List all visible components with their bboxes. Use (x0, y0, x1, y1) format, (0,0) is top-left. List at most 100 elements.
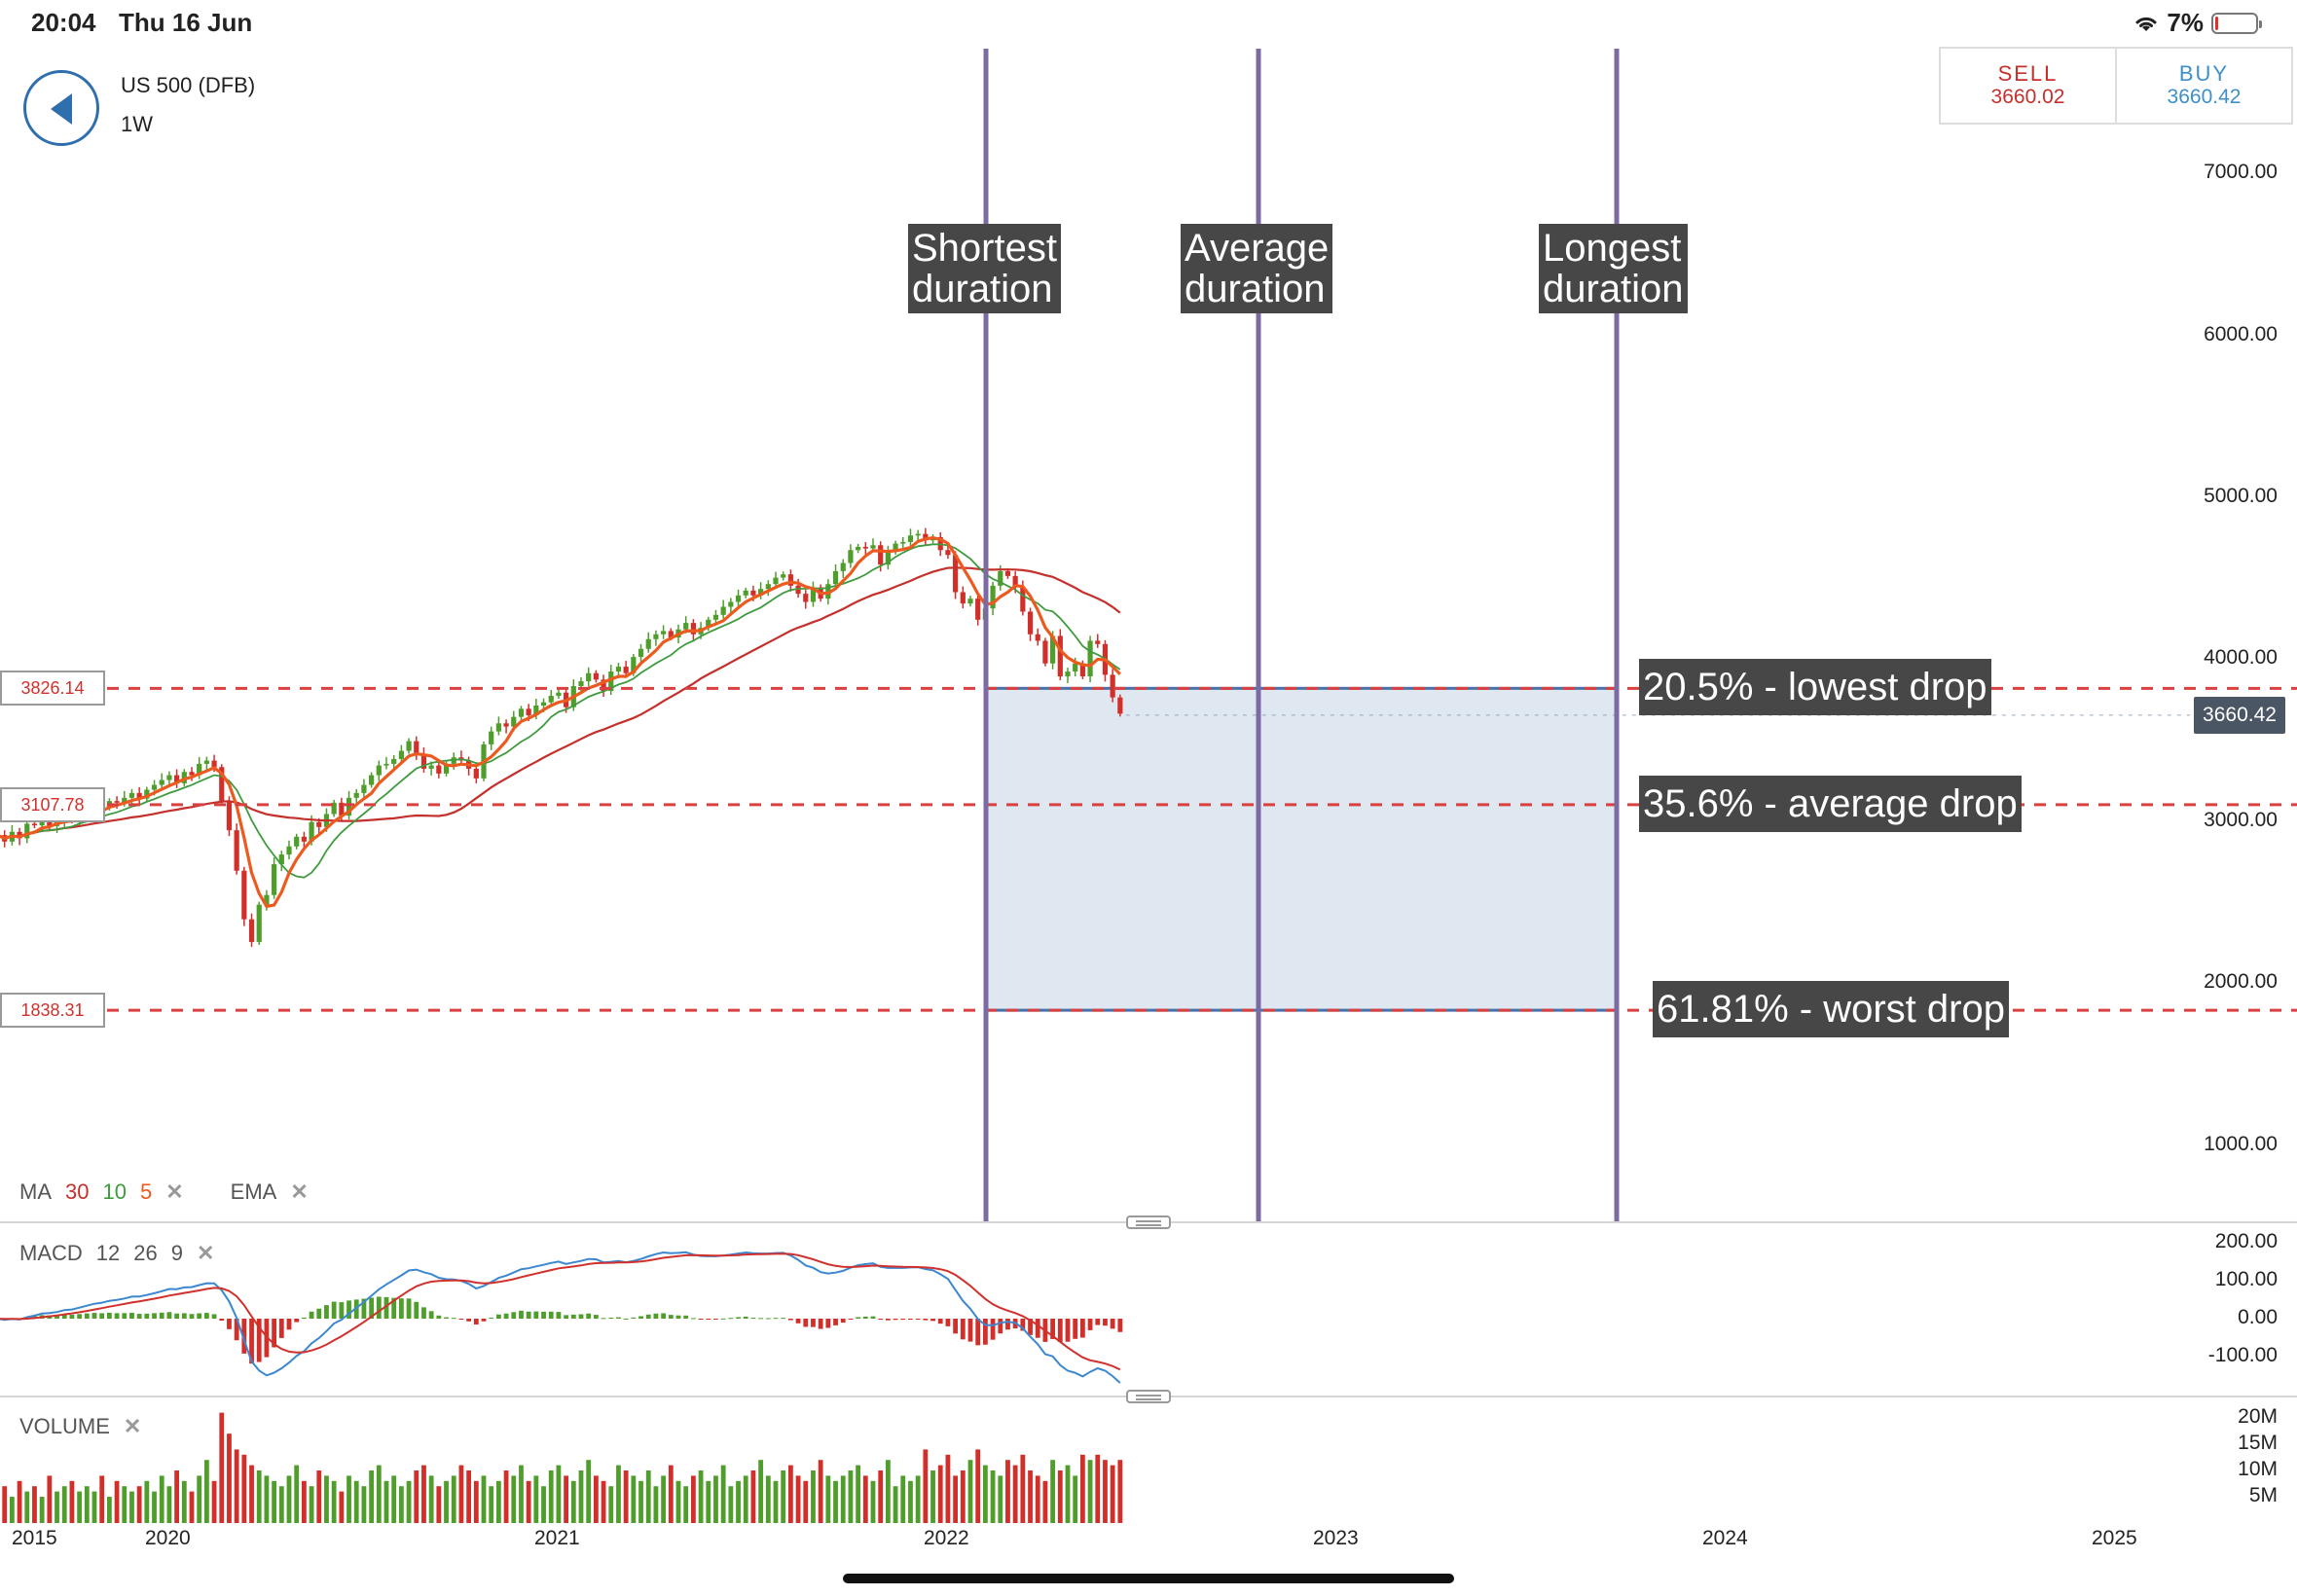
candle[interactable] (369, 772, 375, 788)
candle[interactable] (735, 589, 742, 607)
candle[interactable] (136, 786, 142, 804)
candle[interactable] (960, 586, 966, 609)
candle[interactable] (803, 590, 809, 609)
candle[interactable] (975, 594, 981, 626)
duration-label-1[interactable]: Average duration (1181, 224, 1333, 313)
drop-label-2[interactable]: 61.81% - worst drop (1653, 981, 2009, 1037)
candle[interactable] (832, 563, 839, 589)
candle[interactable] (278, 851, 284, 872)
buy-button[interactable]: BUY 3660.42 (2115, 49, 2291, 123)
candle[interactable] (361, 779, 367, 798)
candle[interactable] (893, 540, 898, 555)
drop-label-1[interactable]: 35.6% - average drop (1639, 776, 2022, 832)
volume-bar (998, 1475, 1003, 1523)
candle[interactable] (856, 543, 861, 554)
candle[interactable] (383, 756, 389, 770)
candle[interactable] (428, 761, 434, 776)
back-button[interactable] (23, 70, 99, 146)
candle[interactable] (601, 674, 606, 698)
candle[interactable] (653, 630, 659, 646)
candle[interactable] (661, 625, 667, 639)
candle[interactable] (219, 764, 225, 805)
main-pane[interactable] (0, 527, 1619, 1012)
candle[interactable] (518, 706, 525, 720)
candle[interactable] (241, 866, 247, 926)
candle[interactable] (414, 736, 419, 760)
candle[interactable] (294, 833, 300, 850)
candle[interactable] (1065, 668, 1071, 684)
candle[interactable] (862, 541, 868, 555)
candle[interactable] (301, 831, 307, 848)
candle[interactable] (436, 759, 442, 779)
candle[interactable] (967, 596, 973, 607)
home-indicator[interactable] (843, 1574, 1454, 1583)
candle[interactable] (586, 667, 592, 687)
duration-label-0[interactable]: Shortest duration (908, 224, 1061, 313)
candle[interactable] (353, 788, 359, 805)
candle[interactable] (144, 786, 150, 802)
candle[interactable] (256, 901, 262, 945)
candle[interactable] (578, 677, 584, 694)
candle[interactable] (885, 545, 891, 570)
macd-histogram-bar (870, 1316, 876, 1319)
candle[interactable] (810, 581, 817, 607)
candle[interactable] (645, 632, 651, 653)
candle[interactable] (593, 670, 599, 683)
candle[interactable] (1035, 628, 1040, 646)
candle[interactable] (728, 598, 734, 614)
candle[interactable] (458, 750, 464, 765)
candle[interactable] (376, 760, 382, 781)
candle[interactable] (743, 587, 748, 598)
candle[interactable] (489, 726, 494, 750)
candle[interactable] (503, 719, 509, 734)
candle[interactable] (234, 823, 239, 875)
candle[interactable] (248, 913, 255, 947)
volume-close-icon[interactable]: ✕ (123, 1414, 142, 1438)
resize-handle-main[interactable] (1126, 1215, 1171, 1229)
sell-button[interactable]: SELL 3660.02 (1941, 49, 2115, 123)
candle[interactable] (758, 582, 764, 599)
ma-close-icon[interactable]: ✕ (165, 1179, 184, 1204)
candle[interactable] (1042, 637, 1048, 667)
ema-close-icon[interactable]: ✕ (290, 1179, 309, 1204)
timeframe-label[interactable]: 1W (121, 112, 153, 136)
candle[interactable] (990, 581, 996, 616)
candle[interactable] (1110, 669, 1115, 703)
drawdown-zone[interactable] (984, 686, 1619, 1012)
candle[interactable] (953, 551, 959, 599)
candle[interactable] (556, 689, 562, 700)
candle[interactable] (226, 796, 233, 837)
candle[interactable] (286, 840, 292, 860)
candle[interactable] (495, 716, 501, 736)
volume-bar (91, 1491, 97, 1523)
candle[interactable] (1027, 607, 1034, 641)
candle[interactable] (1095, 634, 1101, 648)
candle[interactable] (923, 527, 929, 546)
duration-label-2[interactable]: Longest duration (1539, 224, 1688, 313)
candle[interactable] (638, 643, 644, 664)
candle[interactable] (900, 536, 906, 550)
candle[interactable] (203, 756, 209, 771)
candle[interactable] (1087, 635, 1093, 683)
candle[interactable] (272, 857, 277, 899)
resize-handle-macd[interactable] (1126, 1390, 1171, 1403)
candle[interactable] (406, 738, 412, 754)
volume-pane[interactable] (0, 1412, 1123, 1523)
macd-pane[interactable] (0, 1251, 1123, 1384)
candle[interactable] (787, 569, 793, 592)
macd-close-icon[interactable]: ✕ (197, 1241, 215, 1265)
candle[interactable] (765, 580, 771, 597)
candle[interactable] (174, 769, 180, 788)
candle[interactable] (420, 746, 427, 773)
candle[interactable] (1117, 694, 1123, 717)
candle[interactable] (907, 528, 914, 546)
drop-label-0[interactable]: 20.5% - lowest drop (1639, 659, 1991, 715)
candle[interactable] (840, 559, 846, 578)
candle[interactable] (1057, 629, 1063, 681)
candle[interactable] (720, 599, 726, 619)
candle[interactable] (781, 571, 786, 581)
candle[interactable] (331, 799, 337, 817)
candle[interactable] (159, 773, 164, 789)
candle[interactable] (398, 744, 404, 764)
candle[interactable] (848, 544, 854, 568)
